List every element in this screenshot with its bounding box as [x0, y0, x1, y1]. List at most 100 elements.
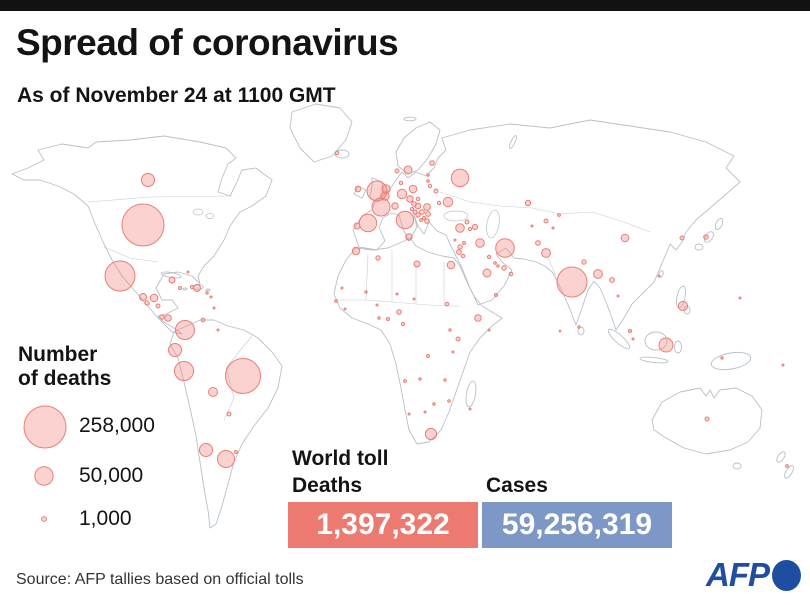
world-toll-panel: World toll Deaths 1,397,322 Cases 59,256…: [288, 447, 672, 548]
bubble-layer: [104, 150, 789, 468]
death-bubble-indonesia: [658, 337, 674, 353]
death-bubble-jamaica: [178, 286, 182, 290]
death-bubble-cyprus: [453, 238, 457, 242]
death-bubble-netherlands: [381, 184, 391, 194]
death-bubble-yemen: [494, 293, 498, 297]
death-bubble-morocco: [351, 246, 361, 256]
death-bubble-india: [556, 266, 588, 298]
death-bubble-mauritania: [340, 286, 344, 290]
death-bubble-united-kingdom: [366, 180, 388, 202]
death-bubble-china: [620, 233, 630, 243]
death-bubble-germany: [396, 188, 408, 200]
death-bubble-egypt: [446, 260, 456, 270]
death-bubble-uganda: [448, 328, 452, 332]
death-bubble-chad: [412, 297, 416, 301]
death-bubble-fiji: [781, 363, 785, 367]
death-bubble-lithuania: [427, 183, 433, 189]
death-bubble-niger: [395, 292, 399, 296]
death-bubble-cuba: [168, 276, 176, 284]
death-bubble-bahrain: [493, 261, 497, 265]
death-bubble-azerbaijan: [471, 223, 479, 231]
top-bar: [0, 0, 810, 11]
death-bubble-bosnia: [415, 212, 421, 218]
death-bubble-colombia: [175, 320, 195, 340]
death-bubble-japan: [703, 234, 709, 240]
legend-label-medium: 50,000: [79, 464, 144, 487]
death-bubble-nigeria: [396, 309, 402, 315]
death-bubble-papua-new-guinea: [720, 356, 724, 360]
death-bubble-slovakia: [415, 196, 421, 202]
death-bubble-zambia: [418, 377, 422, 381]
death-bubble-serbia: [419, 209, 425, 215]
death-bubble-tajikistan: [551, 226, 555, 230]
death-bubble-zimbabwe: [432, 402, 436, 406]
death-bubble-burkina-faso: [375, 303, 379, 307]
cases-column: Cases 59,256,319: [482, 474, 672, 548]
death-bubble-chile: [199, 443, 213, 457]
death-bubble-thailand: [616, 294, 620, 298]
death-bubble-greece: [424, 218, 430, 224]
death-bubble-senegal: [334, 299, 338, 303]
death-bubble-lesser-antilles-1: [209, 295, 213, 299]
death-bubble-new-zealand: [785, 464, 789, 468]
death-bubble-slovenia: [409, 206, 415, 212]
death-bubble-argentina: [217, 450, 235, 468]
death-bubble-dr-congo: [426, 354, 430, 358]
death-bubble-angola: [403, 379, 407, 383]
legend-circle-1: [34, 466, 54, 486]
death-bubble-lebanon: [457, 244, 463, 250]
death-bubble-romania: [423, 203, 431, 211]
death-bubble-australia: [704, 416, 710, 422]
death-bubble-costa-rica: [159, 314, 165, 320]
death-bubble-sudan: [444, 301, 450, 307]
death-bubble-nepal: [581, 259, 587, 265]
source-note: Source: AFP tallies based on official to…: [16, 571, 304, 588]
legend-circle-2: [41, 516, 47, 522]
death-bubble-kenya: [455, 336, 461, 342]
cases-value-box: 59,256,319: [482, 502, 672, 548]
death-bubble-uzbekistan: [543, 218, 549, 224]
death-bubble-myanmar: [609, 277, 615, 283]
death-bubble-ecuador: [168, 343, 182, 357]
afp-logo: AFP: [706, 556, 801, 594]
death-bubble-pakistan: [541, 248, 551, 258]
death-bubble-mozambique: [447, 399, 451, 403]
death-bubble-nicaragua: [155, 303, 161, 309]
death-bubble-hungary: [414, 202, 422, 210]
death-bubble-south-korea: [679, 235, 685, 241]
death-bubble-poland: [408, 184, 418, 194]
death-bubble-namibia: [407, 412, 411, 416]
death-bubble-kuwait: [486, 254, 492, 260]
death-bubble-qatar: [496, 264, 500, 268]
death-bubble-uruguay: [234, 450, 238, 454]
death-bubble-guatemala: [139, 293, 147, 301]
death-bubble-puerto-rico: [205, 291, 209, 295]
death-bubble-maldives: [558, 329, 562, 333]
death-bubble-finland: [429, 160, 435, 166]
death-bubble-usa: [121, 203, 165, 247]
death-bubble-mali: [364, 290, 368, 294]
death-bubble-brazil: [225, 358, 261, 394]
death-bubble-malaysia: [628, 329, 632, 333]
death-bubble-philippines: [677, 300, 689, 312]
deaths-value-box: 1,397,322: [288, 502, 478, 548]
death-bubble-armenia: [467, 226, 473, 232]
death-bubble-iraq: [475, 238, 485, 248]
death-bubble-albania: [419, 218, 423, 222]
death-bubble-belarus: [433, 188, 439, 194]
death-bubble-madagascar: [468, 407, 472, 411]
death-bubble-sweden: [403, 165, 413, 175]
death-bubble-sri-lanka: [577, 325, 581, 329]
death-bubble-north-macedonia: [422, 216, 426, 220]
death-bubble-botswana: [423, 410, 427, 414]
death-bubble-mexico: [104, 260, 136, 292]
death-bubble-guam: [738, 296, 742, 300]
death-bubble-somalia: [487, 328, 491, 332]
death-bubble-panama: [164, 314, 172, 322]
death-bubble-russia: [450, 168, 470, 188]
death-bubble-afghanistan: [535, 240, 541, 246]
death-bubble-kazakhstan: [524, 199, 532, 207]
death-bubble-italy: [395, 210, 415, 230]
page-subtitle: As of November 24 at 1100 GMT: [17, 84, 336, 107]
